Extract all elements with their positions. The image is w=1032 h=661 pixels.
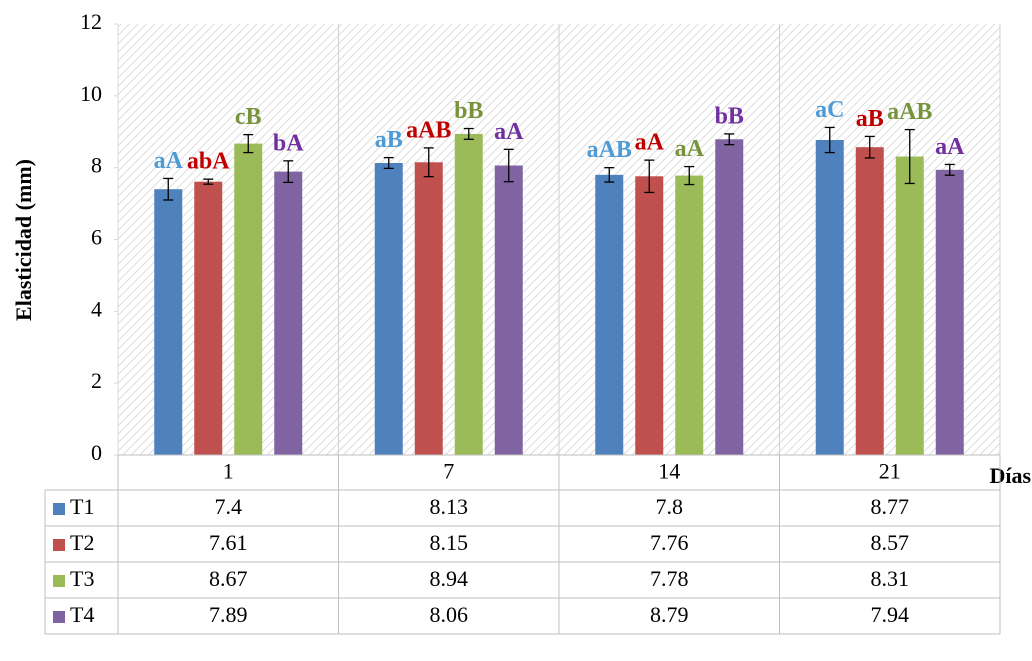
bar [595,174,624,455]
table-value: 8.13 [430,494,469,519]
annotation: aC [815,97,844,123]
annotation: bB [454,98,483,124]
x-tick-label: 21 [879,459,901,484]
annotation: bB [715,103,744,129]
bar [154,189,183,455]
table-value: 8.79 [650,602,689,627]
table-value: 7.76 [650,530,689,555]
legend-key [53,503,65,515]
y-tick-label: 12 [80,9,102,34]
annotation: aAB [406,117,451,143]
bar [815,140,844,455]
annotation: aA [154,148,184,174]
bar [494,165,523,456]
annotation: aAB [587,137,632,163]
table-value: 8.15 [430,530,469,555]
bar [895,156,924,455]
bar [414,162,443,455]
x-axis-label: Días [989,463,1031,488]
legend-label: T3 [70,566,94,591]
bar [194,181,223,455]
table-value: 7.61 [209,530,248,555]
y-tick-label: 0 [91,440,102,465]
table-value: 8.31 [871,566,910,591]
annotation: cB [235,104,262,130]
bar [374,162,403,455]
annotation: aAB [887,99,932,125]
bar [274,171,303,455]
x-tick-label: 1 [223,459,234,484]
y-tick-label: 2 [91,368,102,393]
y-tick-label: 6 [91,225,102,250]
table-value: 8.57 [871,530,910,555]
table-value: 7.8 [656,494,684,519]
legend-key [53,539,65,551]
table-value: 8.06 [430,602,469,627]
table-value: 8.77 [871,494,910,519]
legend-label: T1 [70,494,94,519]
bar [935,169,964,456]
bar [855,147,884,456]
x-tick-label: 14 [658,459,680,484]
bar [454,133,483,455]
table-value: 7.4 [215,494,243,519]
annotation: aA [935,134,965,160]
legend-key [53,575,65,587]
bar [635,176,664,455]
annotation: aB [856,106,884,132]
table-value: 7.89 [209,602,248,627]
table-value: 7.94 [871,602,910,627]
legend-key [53,611,65,623]
annotation: aA [635,130,665,156]
bar [675,175,704,455]
annotation: abA [187,149,230,175]
y-tick-label: 4 [91,296,102,321]
annotation: aA [494,119,524,145]
bar [715,139,744,456]
y-tick-label: 10 [80,81,102,106]
annotation: aA [675,136,705,162]
legend-label: T4 [70,602,94,627]
x-tick-label: 7 [443,459,454,484]
annotation: bA [273,130,304,156]
table-value: 8.67 [209,566,248,591]
table-value: 8.94 [430,566,469,591]
annotation: aB [375,127,403,153]
legend-label: T2 [70,530,94,555]
bar [234,143,263,456]
y-tick-label: 8 [91,153,102,178]
table-value: 7.78 [650,566,689,591]
y-axis-label: Elasticidad (mm) [11,159,36,321]
